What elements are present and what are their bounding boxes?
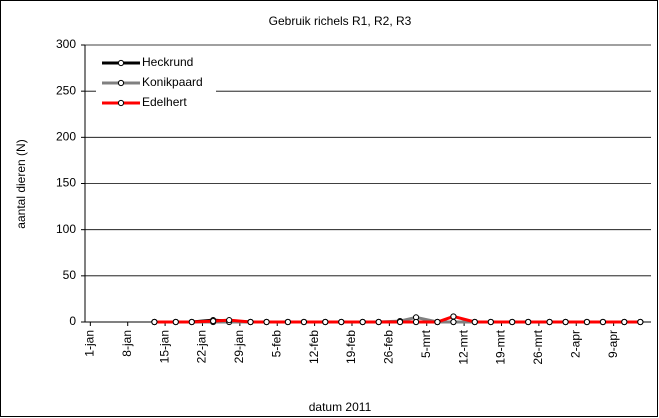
- x-tick-label: 2-apr: [568, 330, 582, 358]
- x-tick-label: 9-apr: [606, 330, 620, 358]
- data-point: [151, 318, 158, 326]
- x-tick-label: 8-jan: [120, 330, 134, 357]
- legend-label: Heckrund: [142, 55, 193, 69]
- data-point: [434, 318, 441, 326]
- x-tick-label: 22-jan: [195, 330, 209, 363]
- data-point: [599, 318, 607, 326]
- data-point: [300, 318, 308, 326]
- x-tick-label: 12-mrt: [456, 329, 470, 364]
- data-point: [562, 318, 569, 326]
- data-point: [359, 318, 366, 326]
- data-point: [546, 318, 553, 326]
- data-point: [621, 318, 628, 326]
- y-tick-label: 100: [56, 222, 76, 236]
- x-tick-label: 19-mrt: [494, 329, 508, 364]
- x-tick-label: 15-jan: [157, 330, 171, 363]
- y-tick-label: 150: [56, 176, 76, 190]
- data-point: [172, 318, 179, 326]
- x-tick-label: 26-mrt: [531, 329, 545, 364]
- data-point: [471, 318, 478, 326]
- data-point: [637, 318, 644, 326]
- legend-label: Edelhert: [142, 95, 187, 109]
- legend-marker: [117, 99, 125, 107]
- y-tick-label: 200: [56, 130, 76, 144]
- data-point: [322, 318, 329, 326]
- data-point: [338, 318, 345, 326]
- legend-label: Konikpaard: [142, 75, 203, 89]
- data-point: [188, 318, 195, 326]
- legend-marker: [117, 79, 125, 87]
- data-point: [450, 313, 457, 320]
- y-tick-label: 50: [63, 268, 77, 282]
- x-tick-label: 19-feb: [344, 330, 358, 364]
- data-point: [412, 318, 420, 326]
- y-axis-title: aantal dieren (N): [14, 139, 28, 228]
- y-tick-label: 0: [69, 314, 76, 328]
- legend-marker: [117, 59, 125, 67]
- data-point: [396, 318, 404, 326]
- data-point: [583, 318, 591, 326]
- data-point: [487, 318, 494, 326]
- chart-title: Gebruik richels R1, R2, R3: [269, 14, 412, 28]
- x-tick-label: 26-feb: [382, 330, 396, 364]
- data-point: [284, 318, 292, 326]
- data-point: [509, 318, 516, 326]
- data-point: [226, 317, 233, 324]
- data-point: [263, 318, 270, 326]
- x-tick-label: 5-mrt: [419, 329, 433, 358]
- data-point: [375, 318, 382, 326]
- data-point: [525, 318, 532, 326]
- x-axis-title: datum 2011: [309, 400, 372, 414]
- legend-box: [96, 54, 216, 120]
- x-tick-label: 29-jan: [232, 330, 246, 363]
- x-tick-label: 5-feb: [269, 330, 283, 358]
- data-point: [450, 318, 457, 326]
- data-point: [247, 318, 254, 326]
- x-tick-label: 12-feb: [307, 330, 321, 364]
- data-point: [210, 317, 217, 325]
- x-tick-label: 1-jan: [83, 330, 97, 357]
- y-tick-label: 300: [56, 37, 76, 51]
- y-tick-label: 250: [56, 83, 76, 97]
